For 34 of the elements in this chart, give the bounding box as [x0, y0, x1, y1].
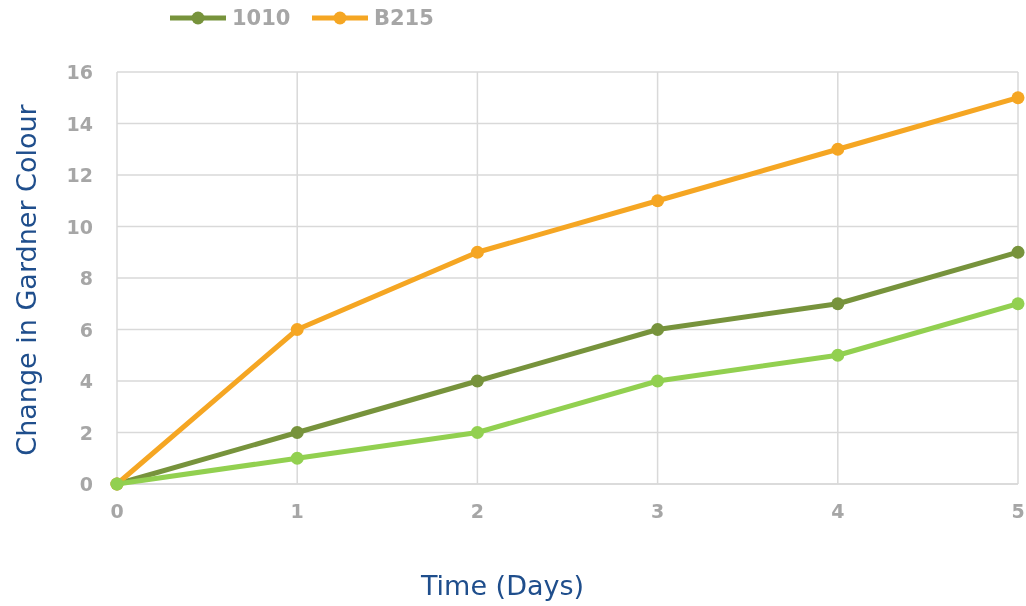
y-tick-label: 6: [79, 318, 93, 341]
x-tick-label: 4: [831, 500, 845, 522]
x-tick-label: 3: [650, 500, 665, 522]
x-tick-label: 2: [470, 500, 485, 522]
y-axis-title: Change in Gardner Colour: [11, 103, 42, 456]
point: [1011, 297, 1025, 311]
x-tick-label: 0: [110, 500, 124, 522]
y-tick-label: 10: [66, 215, 93, 238]
point: [290, 426, 304, 439]
y-tick-label: 14: [66, 112, 93, 135]
point: [470, 374, 484, 388]
y-tick-label: 12: [66, 164, 93, 186]
y-tick-label: 4: [79, 370, 93, 392]
point: [290, 323, 304, 336]
point: [1011, 91, 1025, 105]
y-tick-label: 8: [79, 267, 93, 289]
x-tick-label: 1: [290, 500, 304, 522]
point: [290, 451, 304, 465]
y-tick-label: 2: [79, 421, 93, 444]
point: [651, 194, 665, 208]
x-tick-label: 5: [1011, 500, 1025, 522]
y-tick-label: 16: [66, 61, 93, 83]
legend-label: B215: [374, 6, 434, 30]
point: [470, 245, 484, 259]
point: [651, 323, 665, 336]
point: [831, 348, 845, 362]
point: [831, 142, 845, 156]
y-tick-label: 0: [79, 473, 93, 495]
legend-label: 1010: [232, 6, 291, 30]
x-axis-title: Time (Days): [419, 570, 585, 601]
point: [470, 426, 484, 439]
point: [651, 374, 665, 388]
point: [831, 297, 845, 311]
point: [1011, 245, 1025, 259]
